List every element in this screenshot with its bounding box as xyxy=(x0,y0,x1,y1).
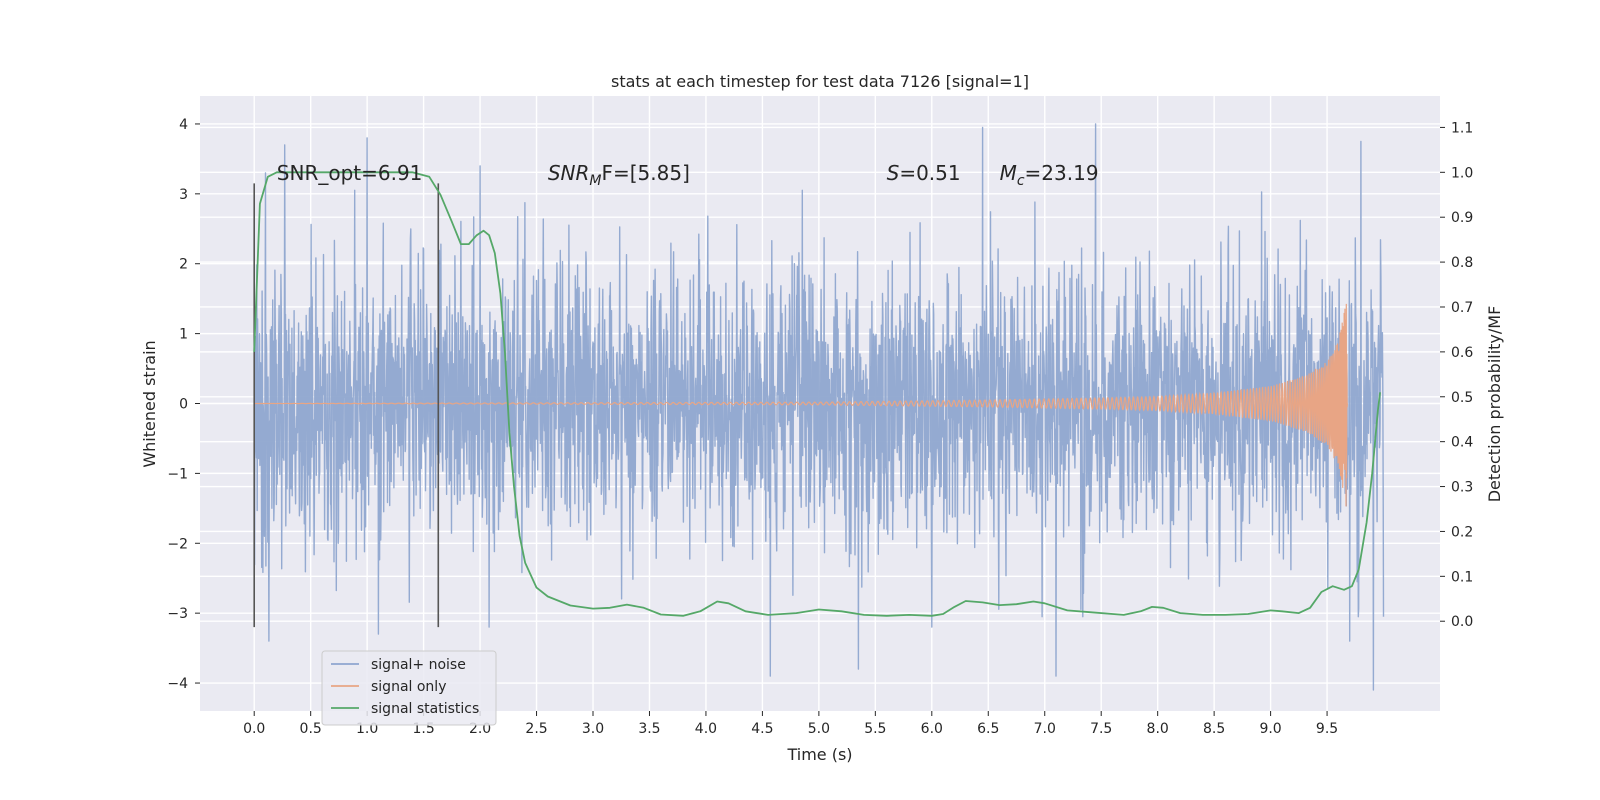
x-tick-label: 2.5 xyxy=(525,721,547,737)
annotation-mc_val: Mc=23.19 xyxy=(1000,161,1099,189)
annotation-snr_mf: SNRMF=[5.85] xyxy=(548,161,690,189)
y-tick-label: −3 xyxy=(167,606,188,622)
x-tick-label: 5.0 xyxy=(808,721,830,737)
signal-only-line xyxy=(254,303,1348,507)
y2-tick-label: 0.2 xyxy=(1451,524,1473,540)
annotation-s_val: S=0.51 xyxy=(887,161,961,185)
legend-label-signal-statistics: signal statistics xyxy=(371,701,479,717)
annotation-snr_opt: SNR_opt=6.91 xyxy=(277,161,423,185)
annotation-mc_val-value: =23.19 xyxy=(1025,161,1099,185)
x-axis-ticks: 0.0 0.5 1.0 1.5 2.0 2.5 3.0 3.5 4.0 4.5 5.0 5.5 6.0 6… xyxy=(243,711,1338,737)
series-signal-only xyxy=(254,303,1348,507)
x-tick-label: 4.0 xyxy=(695,721,717,737)
y2-tick-label: 0.1 xyxy=(1451,569,1473,585)
x-tick-label: 8.0 xyxy=(1147,721,1169,737)
y-tick-label: −1 xyxy=(167,466,188,482)
x-tick-label: 4.5 xyxy=(751,721,773,737)
legend-label-signal-only: signal only xyxy=(371,679,446,695)
legend: signal+ noise signal only signal statist… xyxy=(321,650,497,726)
x-tick-label: 8.5 xyxy=(1203,721,1225,737)
legend-box xyxy=(321,650,497,726)
x-tick-label: 9.5 xyxy=(1316,721,1338,737)
legend-label-signal-noise: signal+ noise xyxy=(371,657,466,673)
series-signal-statistics xyxy=(253,171,1381,617)
y-tick-label: 2 xyxy=(179,257,188,273)
y2-tick-label: 0.7 xyxy=(1451,300,1473,316)
y2-tick-label: 0.6 xyxy=(1451,345,1473,361)
annotation-snr_mf-subscript: M xyxy=(589,173,601,189)
x-tick-label: 0.0 xyxy=(243,721,265,737)
x-tick-label: 3.0 xyxy=(582,721,604,737)
y-tick-label: 0 xyxy=(179,397,188,413)
y-axis-ticks: 4 3 2 1 0 −1 −2 −3 −4 xyxy=(167,117,200,692)
chart-title: stats at each timestep for test data 712… xyxy=(611,72,1029,91)
signal-statistics-line xyxy=(253,171,1381,617)
y2-axis-ticks: 1.1 1.0 0.9 0.8 0.7 0.6 0.5 0.4 0.3 0.2 0.1 0.0 xyxy=(1440,120,1473,630)
x-tick-label: 6.5 xyxy=(977,721,999,737)
x-tick-label: 0.5 xyxy=(300,721,322,737)
x-tick-label: 7.0 xyxy=(1034,721,1056,737)
y2-tick-label: 0.5 xyxy=(1451,390,1473,406)
y-tick-label: 3 xyxy=(179,187,188,203)
annotation-mc_val-subscript: c xyxy=(1017,173,1025,189)
y-axis-label: Whitened strain xyxy=(140,340,159,467)
x-tick-label: 6.0 xyxy=(921,721,943,737)
annotation-mc_val-symbol: M xyxy=(1000,161,1017,185)
signal-noise-line xyxy=(253,123,1385,691)
y-tick-label: 1 xyxy=(179,327,188,343)
annotation-snr_mf-value: F=[5.85] xyxy=(601,161,689,185)
y-tick-label: −2 xyxy=(167,536,188,552)
y2-tick-label: 0.3 xyxy=(1451,480,1473,496)
annotation-snr_mf-symbol: SNR xyxy=(548,161,590,185)
y2-tick-label: 0.4 xyxy=(1451,435,1473,451)
x-axis-label: Time (s) xyxy=(786,745,852,764)
annotation-s_val-value: =0.51 xyxy=(899,161,960,185)
x-tick-label: 3.5 xyxy=(638,721,660,737)
y-tick-label: −4 xyxy=(167,676,188,692)
x-tick-label: 7.5 xyxy=(1090,721,1112,737)
y2-tick-label: 0.0 xyxy=(1451,614,1473,630)
y2-tick-label: 0.9 xyxy=(1451,210,1473,226)
y2-tick-label: 0.8 xyxy=(1451,255,1473,271)
y2-tick-label: 1.1 xyxy=(1451,120,1473,136)
annotations: SNR_opt=6.91 SNRMF=[5.85] S=0.51 Mc=23.19 xyxy=(277,161,1099,189)
series-signal-noise xyxy=(253,123,1385,691)
vertical-markers xyxy=(253,183,440,628)
y-tick-label: 4 xyxy=(179,117,188,133)
annotation-s_val-symbol: S xyxy=(887,161,900,185)
x-tick-label: 5.5 xyxy=(864,721,886,737)
y2-axis-label: Detection probability/MF xyxy=(1485,306,1504,503)
x-tick-label: 9.0 xyxy=(1259,721,1281,737)
y2-tick-label: 1.0 xyxy=(1451,165,1473,181)
